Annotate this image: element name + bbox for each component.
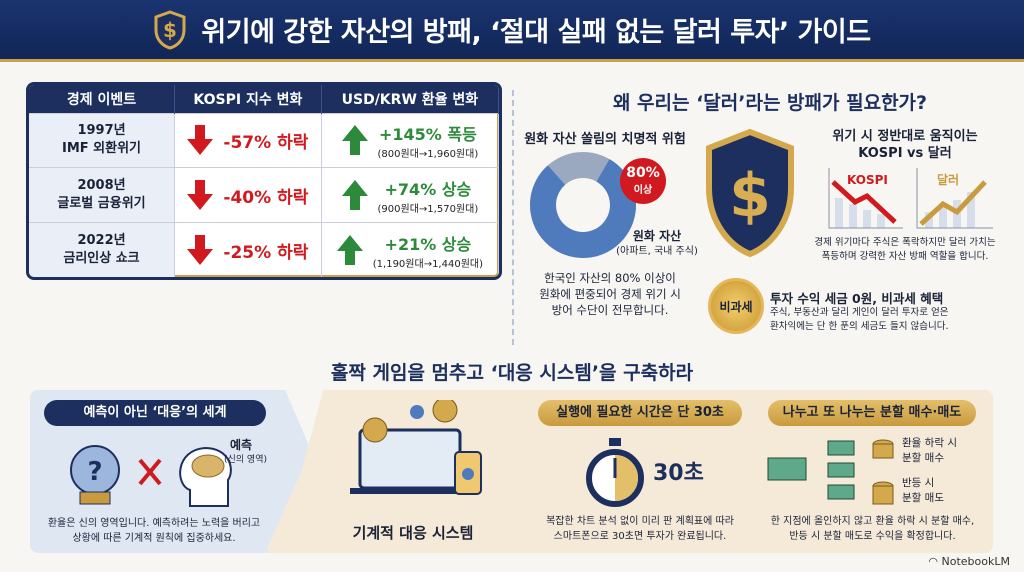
usd-change: +21% 상승 bbox=[384, 234, 472, 254]
down-arrow-icon bbox=[187, 180, 214, 211]
badge-sub: 이상 bbox=[633, 185, 653, 196]
time-value: 30초 bbox=[653, 461, 704, 486]
tax-text: 주식, 부동산과 달리 게인이 달러 투자로 얻은 환차익에는 단 한 푼의 세금… bbox=[770, 307, 949, 332]
why-title: 왜 우리는 ‘달러’라는 방패가 필요한가? bbox=[612, 92, 928, 114]
page-title: 위기에 강한 자산의 방패, ‘절대 실패 없는 달러 투자’ 가이드 bbox=[201, 17, 871, 48]
donut-chart bbox=[530, 152, 636, 258]
kospi-change: -57% 하락 bbox=[223, 132, 309, 153]
row-year: 2022년 bbox=[77, 233, 126, 249]
time-text: 복잡한 차트 분석 없이 미리 판 계획표에 따라 스마트폰으로 30초면 투자가… bbox=[546, 516, 734, 542]
predict-pill: 예측이 아닌 ‘대응’의 세계 bbox=[44, 400, 266, 426]
dollar-label: 달러 bbox=[937, 172, 959, 187]
usd-range: (1,190원대→1,440원대) bbox=[372, 258, 484, 270]
stopwatch-icon bbox=[586, 438, 644, 507]
col-header: KOSPI 지수 변화 bbox=[174, 85, 322, 113]
badge-pct: 80% bbox=[626, 165, 660, 181]
up-arrow-icon bbox=[336, 235, 363, 266]
notebooklm-brand: ◠ NotebookLM bbox=[928, 555, 1010, 568]
donut-sub: (아파트, 국내 주식) bbox=[616, 246, 698, 257]
row-event: IMF 외환위기 bbox=[62, 141, 142, 157]
usd-change: +145% 폭등 bbox=[378, 124, 477, 144]
down-arrow-icon bbox=[187, 235, 214, 266]
risk-text: 한국인 자산의 80% 이상이 원화에 편중되어 경제 위기 시 방어 수단이 전무… bbox=[539, 271, 681, 317]
kospi-change: -40% 하락 bbox=[223, 187, 309, 208]
time-pill: 실행에 필요한 시간은 단 30초 bbox=[538, 400, 742, 426]
tax-title: 투자 수익 세금 0원, 비과세 혜택 bbox=[770, 291, 944, 306]
up-arrow-icon bbox=[341, 180, 368, 211]
kospi-label: KOSPI bbox=[847, 173, 888, 187]
system-title: 홀짝 게임을 멈추고 ‘대응 시스템’을 구축하라 bbox=[330, 362, 694, 384]
row-year: 1997년 bbox=[77, 123, 126, 139]
kospi-down-arrow bbox=[831, 180, 897, 224]
dollar-up-arrow bbox=[919, 180, 987, 226]
usd-change: +74% 상승 bbox=[384, 179, 472, 199]
up-arrow-icon bbox=[341, 125, 368, 156]
predict-text: 환율은 신의 영역입니다. 예측하려는 노력을 버리고 상황에 따른 기계적 원칙… bbox=[47, 518, 261, 544]
col-header: 경제 이벤트 bbox=[29, 85, 176, 113]
col-header: USD/KRW 환율 변화 bbox=[321, 85, 499, 113]
machine-system-icon bbox=[350, 400, 482, 495]
table-row: 1997년 IMF 외환위기 -57% 하락 +145% 폭등 (800원대→1,9… bbox=[29, 112, 499, 168]
crystal-ball-brain-icon: ? bbox=[70, 445, 232, 507]
svg-text:$: $ bbox=[163, 18, 177, 42]
header: $ 위기에 강한 자산의 방패, ‘절대 실패 없는 달러 투자’ 가이드 bbox=[0, 0, 1024, 62]
predict-sub: (신의 영역) bbox=[224, 455, 268, 465]
predict-label: 예측 bbox=[230, 438, 253, 452]
donut-label: 원화 자산 bbox=[632, 229, 682, 243]
kospi-vs-dollar-chart: KOSPI 달러 bbox=[828, 168, 993, 229]
row-event: 금리인상 쇼크 bbox=[63, 251, 140, 267]
row-year: 2008년 bbox=[77, 178, 126, 194]
risk-title: 원화 자산 쏠림의 치명적 위험 bbox=[524, 132, 686, 147]
buy-label: 환율 하락 시 분할 매수 bbox=[902, 437, 957, 464]
sell-label: 반등 시 분할 매도 bbox=[902, 477, 944, 504]
usd-range: (800원대→1,960원대) bbox=[377, 148, 479, 160]
row-event: 글로벌 금융위기 bbox=[57, 196, 146, 212]
machine-label: 기계적 대응 시스템 bbox=[352, 524, 474, 542]
money-coins-icon bbox=[767, 439, 894, 505]
divider bbox=[512, 90, 514, 345]
split-pill: 나누고 또 나누는 분할 매수·매도 bbox=[768, 400, 976, 426]
svg-text:$: $ bbox=[729, 161, 771, 231]
crisis-table: 경제 이벤트 KOSPI 지수 변화 USD/KRW 환율 변화 1997년 IMF … bbox=[26, 82, 502, 280]
tax-free-seal: 비과세 bbox=[708, 278, 764, 334]
down-arrow-icon bbox=[187, 125, 214, 156]
kospi-change: -25% 하락 bbox=[223, 242, 309, 263]
percent-badge: 80% 이상 bbox=[620, 158, 666, 204]
dollar-shield-icon: $ bbox=[706, 128, 794, 258]
dollar-shield-icon: $ bbox=[154, 9, 186, 50]
split-text: 한 지점에 올인하지 않고 환율 하락 시 분할 매수, 반등 시 분할 매도로 … bbox=[770, 516, 975, 542]
opp-text: 경제 위기마다 주식은 폭락하지만 달러 가치는 폭등하며 강력한 자산 방패 역… bbox=[814, 237, 996, 262]
opp-title: 위기 시 정반대로 움직이는 KOSPI vs 달러 bbox=[832, 129, 978, 161]
svg-text:?: ? bbox=[87, 457, 102, 487]
usd-range: (900원대→1,570원대) bbox=[377, 203, 479, 215]
